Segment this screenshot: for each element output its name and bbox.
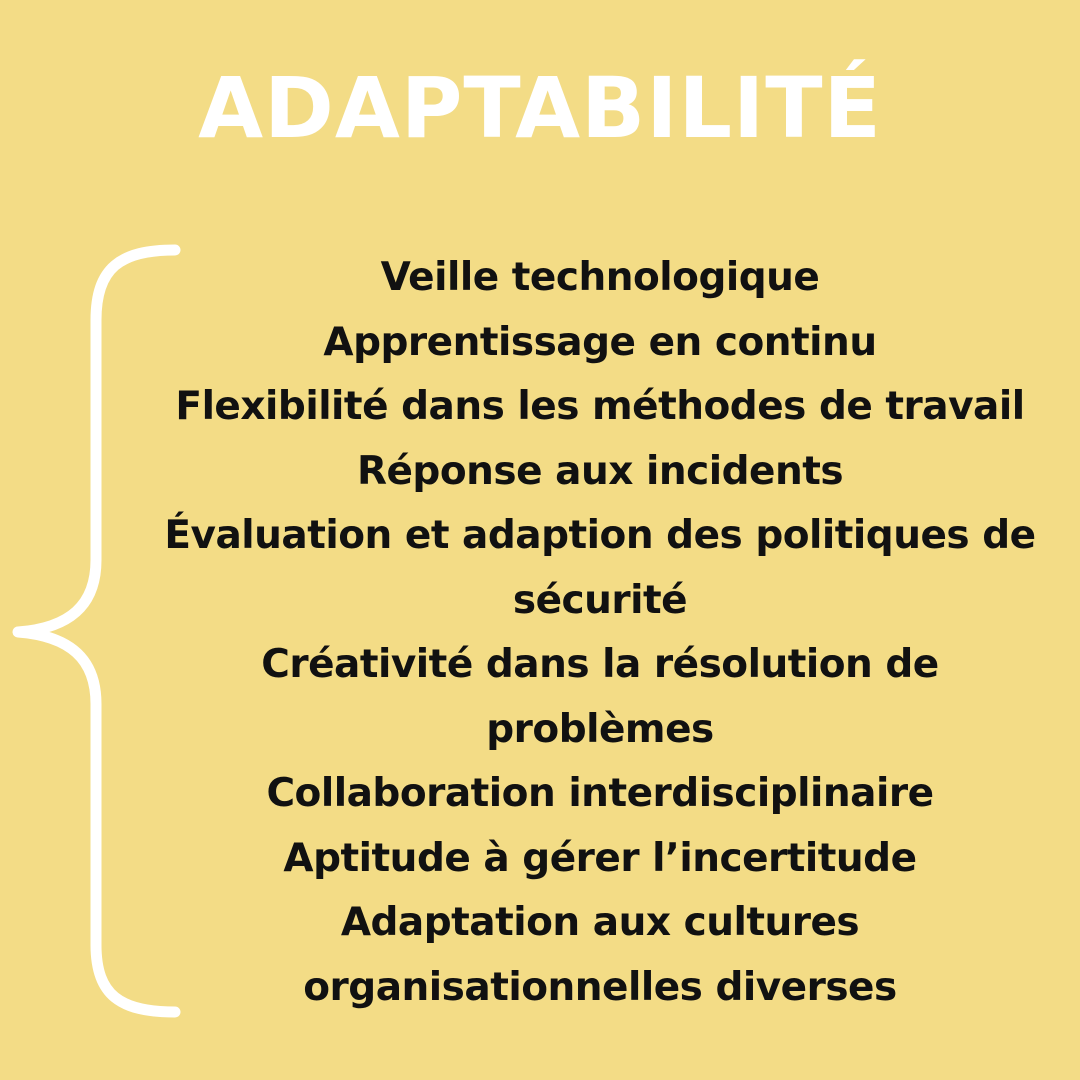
list-item: Apprentissage en continu: [323, 319, 877, 365]
poster-title: ADAPTABILITÉ: [198, 59, 882, 157]
curly-brace-icon: [12, 244, 181, 1018]
list-item: Veille technologique: [380, 255, 820, 300]
list-item: Collaboration interdisciplinaire: [266, 771, 934, 816]
list-item: Flexibilité dans les méthodes de travail: [175, 384, 1025, 429]
list-item: Adaptation aux cultures organisationnell…: [303, 900, 897, 1010]
list-item: Créativité dans la résolution de problèm…: [261, 642, 939, 752]
skills-list: Veille technologique Apprentissage en co…: [150, 246, 1050, 1020]
list-item: Réponse aux incidents: [356, 448, 844, 494]
list-item: Aptitude à gérer l’incertitude: [283, 835, 917, 881]
list-item: Évaluation et adaption des politiques de…: [164, 513, 1036, 623]
